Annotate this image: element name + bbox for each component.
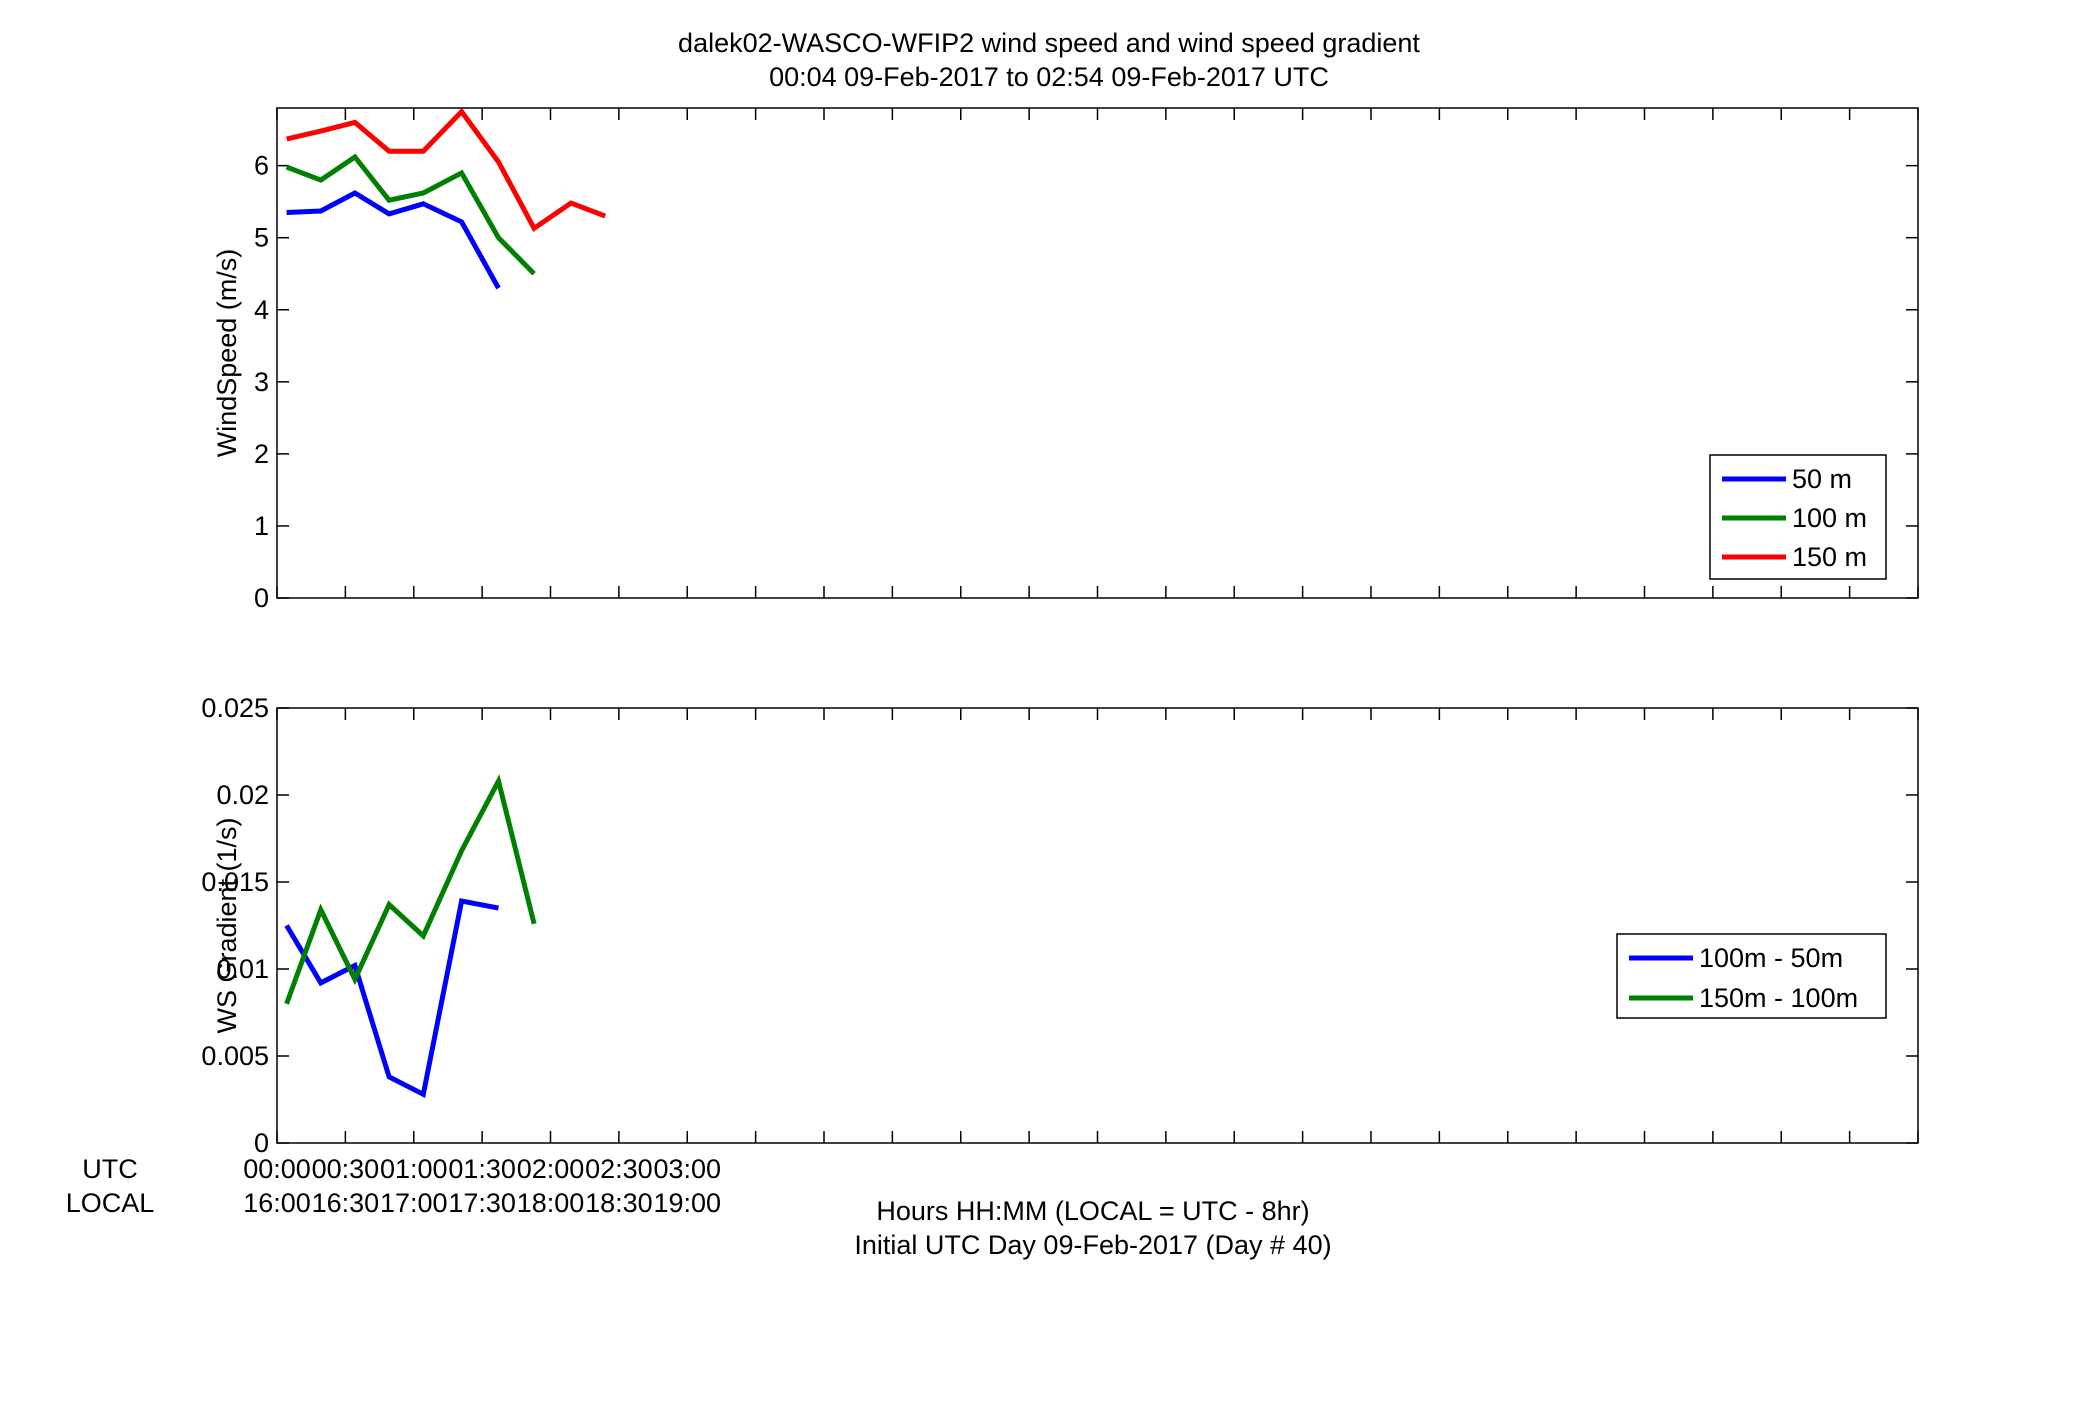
local-tick-label: 17:00 — [380, 1188, 448, 1218]
time-axis-labels: UTC LOCAL 00:00 00:30 01:00 01:30 02:00 02:30… — [66, 1154, 721, 1218]
series-line-150m-100m — [284, 774, 537, 1005]
utc-tick-label: 01:00 — [380, 1154, 448, 1184]
utc-tick-label: 02:00 — [517, 1154, 585, 1184]
local-tick-label: 18:30 — [585, 1188, 653, 1218]
figure-title-line2: 00:04 09-Feb-2017 to 02:54 09-Feb-2017 U… — [769, 62, 1329, 92]
y-tick-label: 5 — [254, 223, 269, 253]
y-tick-label: 6 — [254, 151, 269, 181]
local-tick-label: 18:00 — [517, 1188, 585, 1218]
utc-tick-label: 01:30 — [448, 1154, 516, 1184]
legend-entry-label: 150 m — [1792, 542, 1867, 572]
y-tick-label: 4 — [254, 295, 269, 325]
utc-tick-label: 02:30 — [585, 1154, 653, 1184]
utc-tick-label: 00:30 — [312, 1154, 380, 1184]
utc-tick-label: 03:00 — [653, 1154, 721, 1184]
y-tick-label: 0 — [254, 1128, 269, 1158]
wind-gradient-panel: 0 0.005 0.01 0.015 0.02 0.025 WS Gradient (1/s… — [201, 693, 1919, 1158]
wind-speed-panel: 0 1 2 3 4 5 6 WindSpeed (m/s) 50 m 100 m 150 m — [212, 107, 1919, 613]
figure-title-line1: dalek02-WASCO-WFIP2 wind speed and wind … — [678, 28, 1420, 58]
legend-entry-label: 100m - 50m — [1699, 943, 1843, 973]
y-tick-label: 0.01 — [216, 954, 269, 984]
y-tick-label: 3 — [254, 367, 269, 397]
plot-area-frame — [276, 707, 1919, 1144]
utc-tick-label: 00:00 — [243, 1154, 311, 1184]
y-axis-label: WS Gradient (1/s) — [212, 817, 242, 1033]
utc-row-label: UTC — [82, 1154, 138, 1184]
local-row-label: LOCAL — [66, 1188, 155, 1218]
y-tick-label: 0.015 — [201, 867, 269, 897]
y-axis-label: WindSpeed (m/s) — [212, 249, 242, 458]
y-tick-label: 1 — [254, 511, 269, 541]
local-tick-label: 17:30 — [448, 1188, 516, 1218]
x-axis-label-line2: Initial UTC Day 09-Feb-2017 (Day # 40) — [854, 1230, 1331, 1260]
legend-entry-label: 150m - 100m — [1699, 983, 1858, 1013]
plot-area-frame — [276, 107, 1919, 599]
y-tick-label: 2 — [254, 439, 269, 469]
series-line-50m — [286, 190, 501, 290]
legend: 50 m 100 m 150 m — [1709, 454, 1887, 580]
series-line-100m — [285, 153, 536, 276]
local-tick-label: 16:00 — [243, 1188, 311, 1218]
local-tick-label: 16:30 — [312, 1188, 380, 1218]
y-tick-label: 0.025 — [201, 693, 269, 723]
legend-box — [1616, 933, 1887, 1019]
y-tick-label: 0.02 — [216, 780, 269, 810]
legend-entry-label: 100 m — [1792, 503, 1867, 533]
series-line-100m-50m — [284, 898, 499, 1099]
x-axis-label-line1: Hours HH:MM (LOCAL = UTC - 8hr) — [876, 1196, 1309, 1226]
legend: 100m - 50m 150m - 100m — [1616, 933, 1887, 1019]
y-tick-label: 0 — [254, 583, 269, 613]
y-tick-label: 0.005 — [201, 1041, 269, 1071]
series-line-150m — [286, 108, 607, 232]
legend-entry-label: 50 m — [1792, 464, 1852, 494]
local-tick-label: 19:00 — [653, 1188, 721, 1218]
